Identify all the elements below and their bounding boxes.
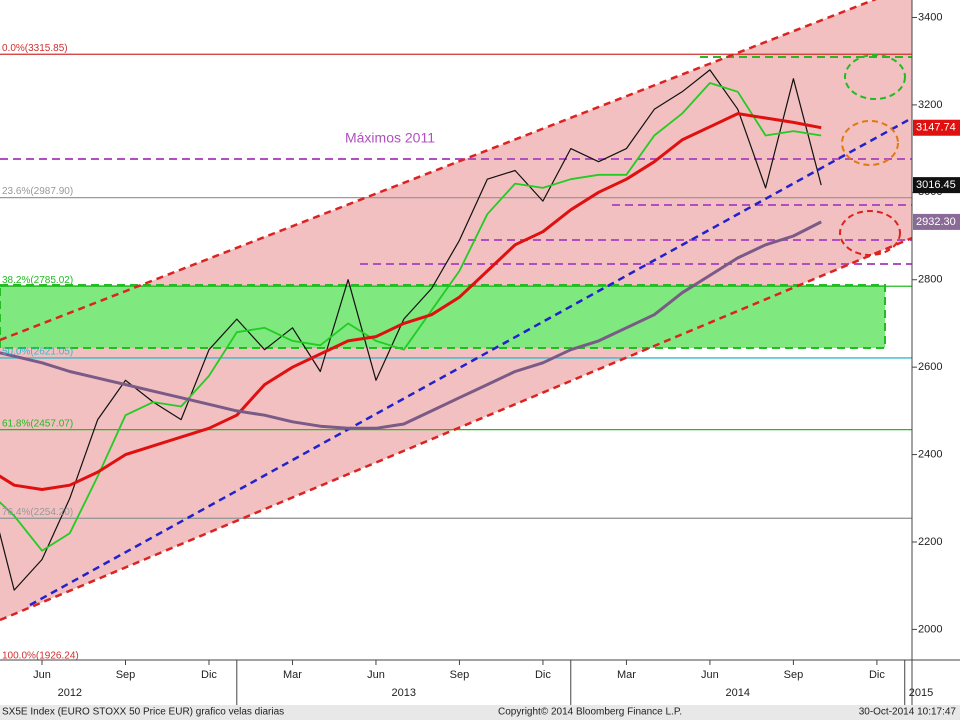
y-tick-label: 2400 bbox=[918, 448, 942, 460]
fib-label: 76.4%(2254.20) bbox=[2, 507, 73, 518]
year-label: 2012 bbox=[58, 687, 82, 699]
price-tag-label: 3147.74 bbox=[916, 122, 956, 134]
x-tick-label: Mar bbox=[617, 669, 636, 681]
channel-lower bbox=[0, 236, 912, 622]
year-label: 2013 bbox=[392, 687, 416, 699]
plot-area: Máximos 2011 0.0%(3315.85) 23.6%(2987.90)… bbox=[0, 0, 912, 661]
y-tick-label: 2600 bbox=[918, 361, 942, 373]
highlight-circle bbox=[839, 210, 901, 256]
x-tick-label: Sep bbox=[784, 669, 804, 681]
fib-label: 100.0%(1926.24) bbox=[2, 650, 79, 661]
annotation: Máximos 2011 bbox=[345, 130, 435, 146]
y-tick-label: 2800 bbox=[918, 274, 942, 286]
y-tick-label: 2000 bbox=[918, 623, 942, 635]
price-tag-label: 2932.30 bbox=[916, 216, 956, 228]
footer-bar bbox=[0, 705, 960, 720]
price-tag bbox=[913, 177, 960, 194]
series-line bbox=[0, 112, 822, 491]
x-tick-label: Mar bbox=[283, 669, 302, 681]
series-line bbox=[0, 82, 822, 552]
highlight-circle bbox=[841, 120, 899, 166]
fib-label: 23.6%(2987.90) bbox=[2, 186, 73, 197]
x-tick-label: Jun bbox=[701, 669, 719, 681]
x-tick-label: Dic bbox=[869, 669, 885, 681]
x-tick-label: Dic bbox=[201, 669, 217, 681]
y-tick-label: 3200 bbox=[918, 99, 942, 111]
x-tick-label: Dic bbox=[535, 669, 551, 681]
price-tag bbox=[913, 213, 960, 230]
x-tick-label: Jun bbox=[367, 669, 385, 681]
x-tick-label: Sep bbox=[116, 669, 136, 681]
x-tick-label: Jun bbox=[33, 669, 51, 681]
fib-label: 0.0%(3315.85) bbox=[2, 43, 68, 54]
year-label: 2014 bbox=[726, 687, 750, 699]
copyright: Copyright© 2014 Bloomberg Finance L.P. bbox=[498, 707, 682, 718]
price-tag bbox=[913, 119, 960, 136]
price-tag-label: 3016.45 bbox=[916, 179, 956, 191]
highlight-circle bbox=[844, 54, 906, 100]
y-tick-label: 2200 bbox=[918, 536, 942, 548]
fib-label: 50.0%(2621.05) bbox=[2, 347, 73, 358]
x-tick-label: Sep bbox=[450, 669, 470, 681]
timestamp: 30-Oct-2014 10:17:47 bbox=[859, 707, 957, 718]
source: SX5E Index (EURO STOXX 50 Price EUR) gra… bbox=[2, 707, 284, 718]
series-line bbox=[0, 69, 822, 591]
y-tick-label: 3400 bbox=[918, 11, 942, 23]
series-line bbox=[0, 220, 822, 430]
fib-label: 61.8%(2457.07) bbox=[2, 418, 73, 429]
year-label: 2015 bbox=[909, 687, 933, 699]
fib-label: 38.2%(2785.02) bbox=[2, 275, 73, 286]
